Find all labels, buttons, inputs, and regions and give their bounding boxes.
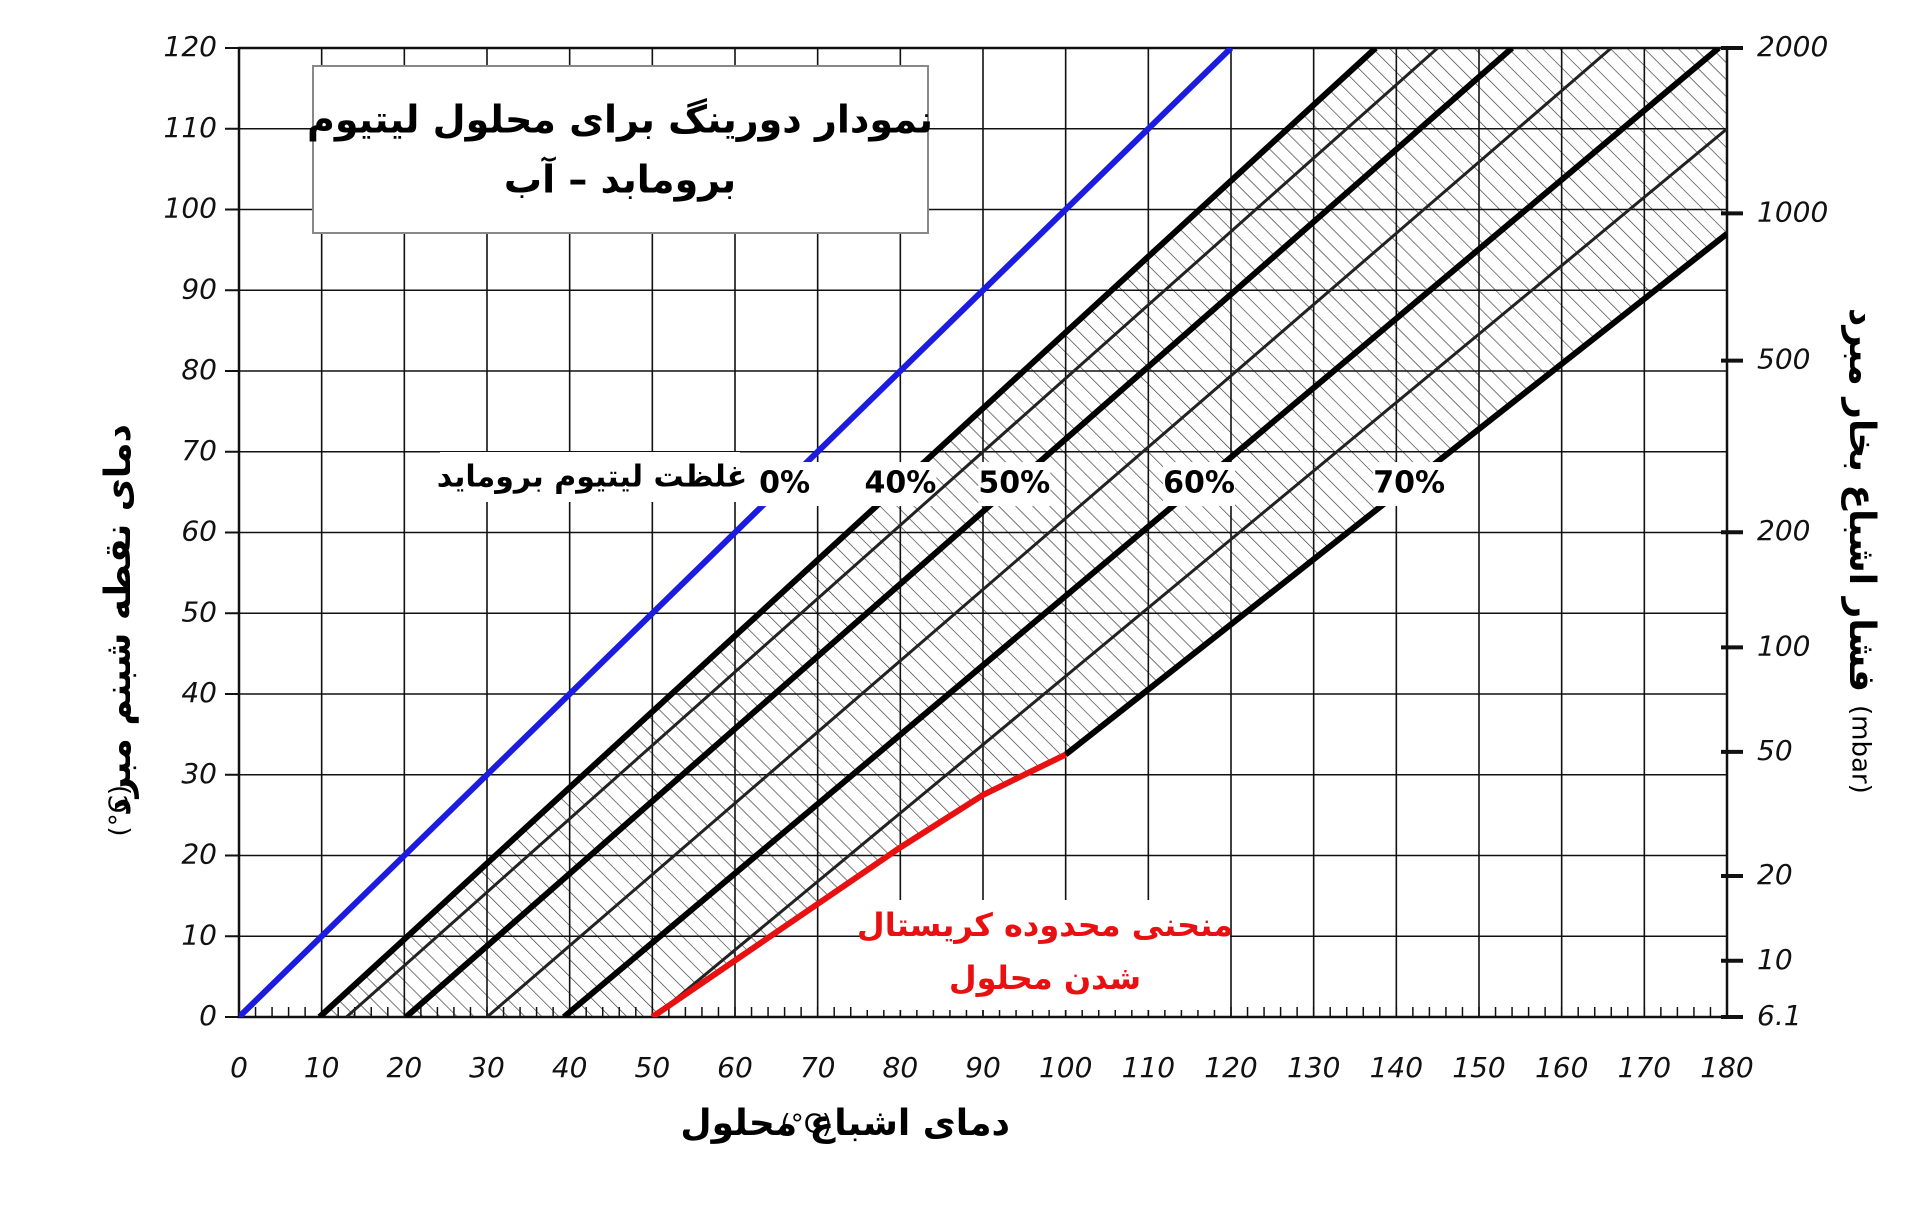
line — [561, 48, 1721, 1017]
y-tick-label: 20 — [181, 838, 217, 871]
x-tick-label: 40 — [552, 1051, 588, 1084]
line — [650, 751, 1067, 1017]
y-tick-label: 10 — [181, 918, 217, 951]
line — [317, 48, 1378, 1017]
y-tick-label: 100 — [164, 192, 217, 225]
x-tick-label: 120 — [1204, 1051, 1257, 1084]
line — [345, 48, 1439, 1017]
x-tick-label: 150 — [1452, 1051, 1505, 1084]
y-tick-label: 40 — [181, 676, 217, 709]
y2-tick-label: 20 — [1757, 858, 1793, 891]
y-tick-label: 110 — [164, 111, 217, 144]
crystal-label: شدن محلول — [949, 959, 1141, 997]
y2-tick-label: 50 — [1757, 734, 1793, 767]
line-label: 40% — [865, 466, 937, 501]
chart-title: نمودار دورینگ برای محلول لیتیوم — [307, 98, 933, 143]
x-axis-unit: (°C) — [781, 1110, 832, 1140]
y2-axis-unit: (mbar) — [1846, 705, 1876, 794]
line-label-bg — [864, 462, 937, 507]
line — [486, 48, 1613, 1017]
y2-tick-label: 500 — [1757, 343, 1810, 376]
x-tick-label: 60 — [717, 1051, 753, 1084]
line — [404, 48, 1515, 1017]
x-tick-label: 130 — [1287, 1051, 1340, 1084]
x-tick-label: 70 — [800, 1051, 836, 1084]
y2-axis-label: فشار اشباع بخار مبرد — [1841, 308, 1882, 692]
y2-tick-label: 10 — [1757, 943, 1793, 976]
y2-tick-label: 6.1 — [1757, 999, 1802, 1032]
label-bg — [860, 900, 1230, 1010]
y-tick-label: 60 — [181, 515, 217, 548]
y2-tick-label: 200 — [1757, 514, 1810, 547]
y-tick-label: 90 — [181, 272, 217, 305]
y-tick-label: 0 — [199, 999, 217, 1032]
label-bg — [440, 452, 740, 502]
x-tick-label: 90 — [965, 1051, 1001, 1084]
x-tick-label: 140 — [1370, 1051, 1423, 1084]
line-label-bg — [1373, 462, 1446, 507]
x-tick-label: 30 — [469, 1051, 505, 1084]
y-tick-label: 70 — [181, 434, 217, 467]
y-tick-label: 80 — [181, 353, 217, 386]
y-axis-label: دمای نقطه شبنم مبرد — [98, 424, 139, 816]
y2-tick-label: 2000 — [1757, 30, 1828, 63]
y2-tick-label: 100 — [1757, 629, 1810, 662]
x-tick-label: 180 — [1700, 1051, 1753, 1084]
line — [653, 127, 1727, 1017]
line — [239, 48, 1234, 1017]
y2-tick-label: 1000 — [1757, 195, 1828, 228]
x-tick-label: 170 — [1618, 1051, 1671, 1084]
line-label-bg — [1163, 462, 1236, 507]
chart-subtitle: برومابد – آب — [504, 156, 736, 203]
x-tick-label: 160 — [1535, 1051, 1588, 1084]
y-tick-label: 30 — [181, 757, 217, 790]
line-label: 0% — [759, 466, 810, 501]
y-tick-label: 120 — [164, 30, 217, 63]
line-label: 50% — [978, 466, 1050, 501]
line-label: 60% — [1163, 466, 1235, 501]
x-tick-label: 0 — [230, 1051, 248, 1084]
y-axis-unit: (°C) — [105, 785, 135, 836]
crystal-label: منحنی محدوده کریستال — [857, 906, 1233, 944]
line-label-bg — [748, 462, 821, 507]
x-tick-label: 80 — [883, 1051, 919, 1084]
line-label: 70% — [1373, 466, 1445, 501]
concentration-label: غلظت لیتیوم بروماید — [437, 460, 747, 495]
line-label-bg — [978, 462, 1051, 507]
x-tick-label: 20 — [387, 1051, 423, 1084]
x-tick-label: 50 — [635, 1051, 671, 1084]
x-tick-label: 110 — [1122, 1051, 1175, 1084]
x-axis-label: دمای اشباع محلول — [680, 1103, 1010, 1144]
plot: 0 10 20 30 40 50 60 70 80 90 100 110 120 130 140 150 160… — [164, 30, 1829, 1084]
title-box — [312, 65, 929, 234]
x-tick-label: 10 — [304, 1051, 340, 1084]
y-tick-label: 50 — [181, 595, 217, 628]
plot-frame — [237, 46, 1729, 1019]
x-tick-label: 100 — [1039, 1051, 1092, 1084]
